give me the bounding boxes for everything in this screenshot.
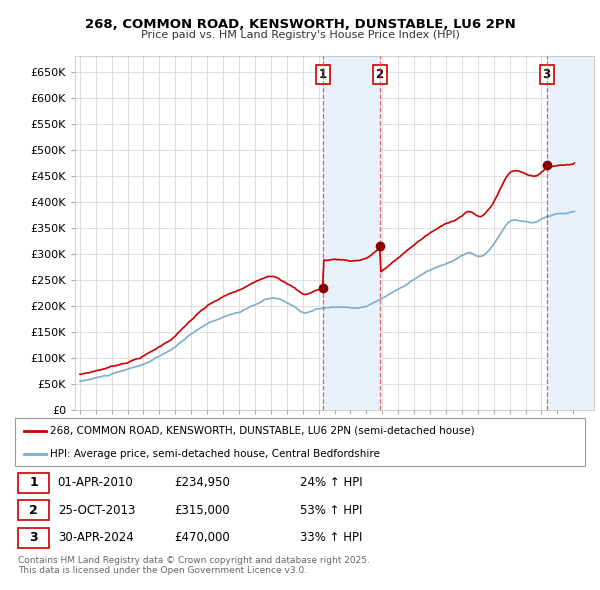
Text: 25-OCT-2013: 25-OCT-2013 (58, 504, 135, 517)
Text: 24% ↑ HPI: 24% ↑ HPI (300, 476, 362, 489)
Text: 1: 1 (319, 68, 326, 81)
Text: Price paid vs. HM Land Registry's House Price Index (HPI): Price paid vs. HM Land Registry's House … (140, 30, 460, 40)
Bar (323, 56, 380, 410)
Text: 33% ↑ HPI: 33% ↑ HPI (300, 532, 362, 545)
Text: 268, COMMON ROAD, KENSWORTH, DUNSTABLE, LU6 2PN: 268, COMMON ROAD, KENSWORTH, DUNSTABLE, … (85, 18, 515, 31)
Text: 3: 3 (29, 532, 38, 545)
FancyBboxPatch shape (15, 418, 585, 466)
Text: Contains HM Land Registry data © Crown copyright and database right 2025.
This d: Contains HM Land Registry data © Crown c… (18, 556, 370, 575)
Text: £470,000: £470,000 (175, 532, 230, 545)
Text: 01-APR-2010: 01-APR-2010 (58, 476, 133, 489)
Bar (547, 56, 594, 410)
Text: 30-APR-2024: 30-APR-2024 (58, 532, 133, 545)
Text: 268, COMMON ROAD, KENSWORTH, DUNSTABLE, LU6 2PN (semi-detached house): 268, COMMON ROAD, KENSWORTH, DUNSTABLE, … (50, 425, 475, 435)
FancyBboxPatch shape (18, 500, 49, 520)
Text: 3: 3 (542, 68, 551, 81)
Text: 1: 1 (29, 476, 38, 489)
Text: £234,950: £234,950 (175, 476, 230, 489)
Text: £315,000: £315,000 (175, 504, 230, 517)
FancyBboxPatch shape (18, 528, 49, 548)
Text: 2: 2 (29, 504, 38, 517)
Text: HPI: Average price, semi-detached house, Central Bedfordshire: HPI: Average price, semi-detached house,… (50, 449, 380, 459)
Text: 53% ↑ HPI: 53% ↑ HPI (300, 504, 362, 517)
Text: 2: 2 (376, 68, 383, 81)
FancyBboxPatch shape (18, 473, 49, 493)
